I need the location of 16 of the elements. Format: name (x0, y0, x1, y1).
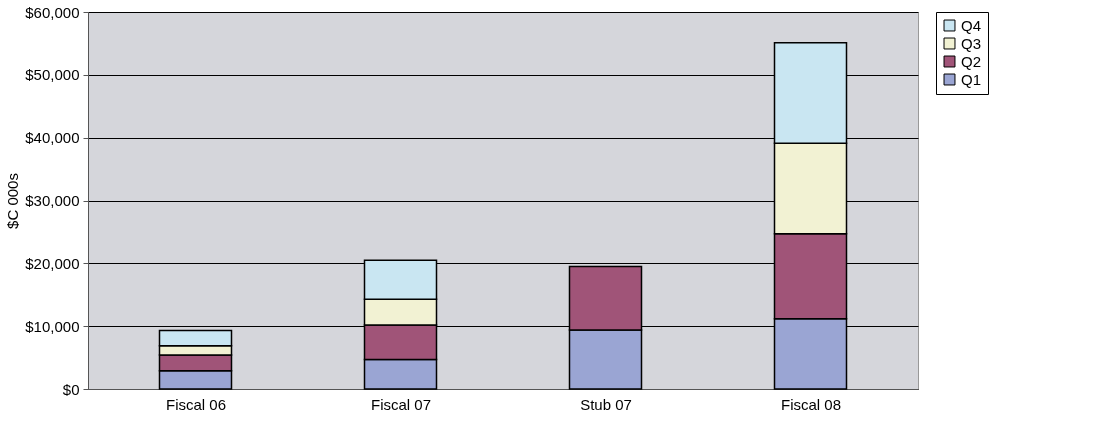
y-tick-label: $0 (62, 380, 80, 398)
legend-label: Q4 (961, 16, 982, 34)
x-tick-label: Stub 07 (580, 395, 632, 413)
legend-label: Q1 (961, 70, 982, 88)
y-tick-label: $50,000 (25, 66, 80, 84)
y-tick-label: $10,000 (25, 317, 80, 335)
legend-label: Q2 (961, 52, 982, 70)
y-tick-label: $30,000 (25, 192, 80, 209)
y-tick-label: $40,000 (25, 129, 80, 147)
y-tick-label: $60,000 (25, 3, 80, 21)
x-tick-label: Fiscal 06 (165, 395, 227, 413)
legend-label: Q3 (961, 34, 982, 52)
y-axis-title: $C 000s (4, 173, 22, 229)
x-tick-label: Fiscal 07 (370, 395, 432, 413)
x-tick-label: Fiscal 08 (780, 395, 842, 413)
y-tick-label: $20,000 (25, 254, 80, 272)
